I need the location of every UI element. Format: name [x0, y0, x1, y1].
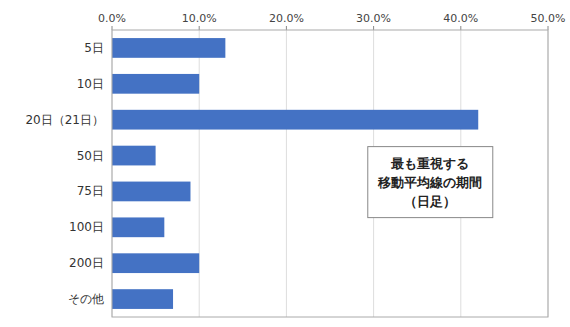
bar [112, 182, 190, 202]
category-label: 100日 [69, 220, 104, 234]
tick-label: 50.0% [531, 12, 566, 25]
category-label: 75日 [77, 184, 104, 198]
tick-mark [286, 26, 287, 30]
bar [112, 289, 173, 309]
tick-mark [548, 26, 549, 30]
bar [112, 38, 225, 58]
annotation-text: 最も重視する [390, 156, 469, 171]
tick-mark [112, 26, 113, 30]
category-label: 200日 [69, 256, 104, 270]
plot-frame [112, 30, 548, 317]
annotation: 最も重視する移動平均線の期間 （日足） [368, 147, 493, 218]
tick-label: 40.0% [443, 12, 478, 25]
grid-line [199, 30, 200, 317]
tick-label: 30.0% [356, 12, 391, 25]
tick-mark [460, 26, 461, 30]
tick-label: 0.0% [98, 12, 126, 25]
tick-label: 20.0% [269, 12, 304, 25]
bar [112, 253, 199, 273]
category-label: 20日（21日） [25, 113, 104, 127]
annotation-box [368, 147, 493, 218]
tick-mark [373, 26, 374, 30]
bar [112, 146, 156, 166]
category-label: 5日 [84, 41, 104, 55]
category-label: 50日 [77, 149, 104, 163]
bar [112, 217, 164, 237]
annotation-text: （日足） [404, 194, 456, 209]
tick-mark [199, 26, 200, 30]
annotation-text: 移動平均線の期間 [377, 175, 482, 190]
category-label: その他 [68, 292, 104, 306]
category-label: 10日 [77, 77, 104, 91]
grid [112, 30, 548, 317]
chart-container: 0.0% 10.0% 20.0% 30.0% 40.0% 50.0% 5日 10日 20日（21… [0, 0, 570, 327]
grid-line [286, 30, 287, 317]
tick-label: 10.0% [182, 12, 217, 25]
bar [112, 110, 478, 130]
chart: 0.0% 10.0% 20.0% 30.0% 40.0% 50.0% 5日 10日 20日（21… [0, 0, 570, 327]
bar [112, 74, 199, 94]
plot-area [112, 30, 548, 317]
